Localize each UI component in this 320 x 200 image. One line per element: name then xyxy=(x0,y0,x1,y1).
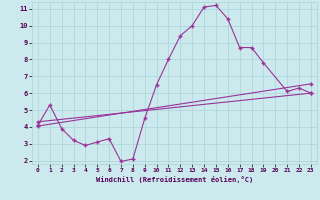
X-axis label: Windchill (Refroidissement éolien,°C): Windchill (Refroidissement éolien,°C) xyxy=(96,176,253,183)
